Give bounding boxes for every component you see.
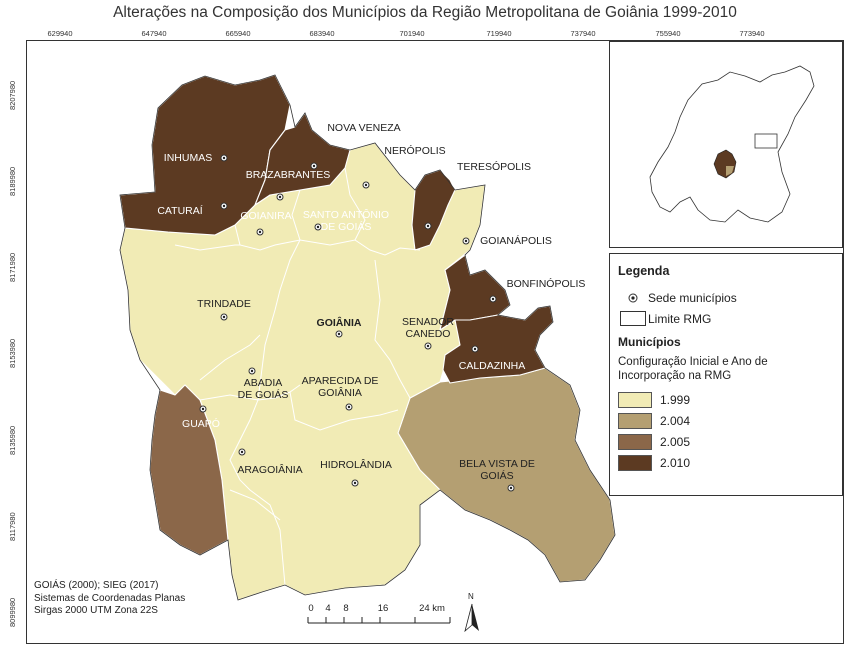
seat-bonfinopolis-marker xyxy=(489,295,497,303)
label-senador-canedo: SENADOR CANEDO xyxy=(402,316,454,340)
seat-neropolis-marker xyxy=(362,181,370,189)
seat-aparecida-marker xyxy=(345,403,353,411)
seat-santo-antonio-marker xyxy=(314,223,322,231)
label-abadia: ABADIA DE GOIÁS xyxy=(237,377,289,401)
scale-label-16: 16 xyxy=(377,603,389,614)
legend-label-1999: 1.999 xyxy=(660,392,691,407)
seat-trindade-marker xyxy=(220,313,228,321)
seat-guapo-marker xyxy=(199,405,207,413)
seat-caldazinha-marker xyxy=(471,345,479,353)
seat-aragoiania-marker xyxy=(238,448,246,456)
legend-item-2005: 2.005 xyxy=(618,431,834,452)
coord-top-4: 683940 xyxy=(309,29,335,38)
scale-label-4: 4 xyxy=(325,603,331,614)
scale-label-24: 24 km xyxy=(419,603,445,614)
label-caturai: CATURAÍ xyxy=(157,205,203,217)
legend-item-2010: 2.010 xyxy=(618,452,834,473)
swatch-2010 xyxy=(618,454,652,471)
coord-top-1: 629940 xyxy=(47,29,73,38)
label-aparecida: APARECIDA DE GOIÂNIA xyxy=(301,375,379,399)
coord-top-2: 647940 xyxy=(141,29,167,38)
label-inhumas: INHUMAS xyxy=(163,152,213,164)
scale-bar xyxy=(307,617,451,624)
legend-label-2010: 2.010 xyxy=(660,455,691,470)
north-arrow-icon xyxy=(464,603,479,633)
source-line-3: Sirgas 2000 UTM Zona 22S xyxy=(34,605,158,616)
seat-senador-canedo-marker xyxy=(424,342,432,350)
seat-brazabrantes-marker xyxy=(276,193,284,201)
inset-df-outline xyxy=(754,133,778,149)
label-teresopolis: TERESÓPOLIS xyxy=(456,161,532,173)
seat-teresopolis-marker xyxy=(424,222,432,230)
coord-top-8: 755940 xyxy=(655,29,681,38)
north-label: N xyxy=(468,592,474,601)
label-caldazinha: CALDAZINHA xyxy=(458,360,526,372)
seat-goiania-marker xyxy=(335,330,343,338)
coord-top-3: 665940 xyxy=(225,29,251,38)
label-goianapolis: GOIANÁPOLIS xyxy=(480,235,552,247)
label-brazabrantes: BRAZABRANTES xyxy=(245,169,331,181)
label-goianira: GOIANIRA xyxy=(240,210,292,222)
boundary-swatch-icon xyxy=(618,311,648,326)
scale-label-8: 8 xyxy=(343,603,349,614)
label-neropolis: NERÓPOLIS xyxy=(384,145,446,157)
legend-description: Configuração Inicial e Ano de Incorporaç… xyxy=(618,356,768,382)
label-nova-veneza: NOVA VENEZA xyxy=(327,122,401,134)
map-frame xyxy=(26,40,844,644)
label-hidrolandia: HIDROLÂNDIA xyxy=(320,459,392,471)
source-line-2: Sistemas de Coordenadas Planas xyxy=(34,592,186,604)
seat-bela-vista-marker xyxy=(507,484,515,492)
seat-goianapolis-marker xyxy=(462,237,470,245)
seat-caturai-marker xyxy=(220,202,228,210)
map-title: Alterações na Composição dos Municípios … xyxy=(113,4,737,21)
inset-locator-map xyxy=(609,41,843,248)
legend-boundary-row: Limite RMG xyxy=(618,308,834,329)
label-guapo: GUAPÓ xyxy=(182,418,220,430)
label-bonfinopolis: BONFINÓPOLIS xyxy=(506,278,586,290)
legend-item-2004: 2.004 xyxy=(618,410,834,431)
inset-state-map xyxy=(649,65,815,223)
coord-top-5: 701940 xyxy=(399,29,425,38)
source-note: GOIÁS (2000); SIEG (2017) Sistemas de Co… xyxy=(34,580,185,618)
label-trindade: TRINDADE xyxy=(197,298,251,310)
seat-goianira-marker xyxy=(256,228,264,236)
seat-inhumas-marker xyxy=(220,154,228,162)
legend-boundary-label: Limite RMG xyxy=(648,311,712,326)
label-bela-vista: BELA VISTA DE GOIÁS xyxy=(459,458,535,482)
legend-panel: Legenda Sede municípios Limite RMG Munic… xyxy=(609,253,843,496)
coord-top-9: 773940 xyxy=(739,29,765,38)
legend-label-2005: 2.005 xyxy=(660,434,691,449)
seat-marker-icon xyxy=(618,292,648,304)
source-line-1: GOIÁS (2000); SIEG (2017) xyxy=(34,580,159,591)
label-aragoiania: ARAGOIÂNIA xyxy=(237,464,303,476)
seat-abadia-marker xyxy=(248,367,256,375)
seat-hidrolandia-marker xyxy=(351,479,359,487)
legend-item-1999: 1.999 xyxy=(618,389,834,410)
legend-title: Legenda xyxy=(618,264,670,278)
swatch-2004 xyxy=(618,412,652,429)
legend-municipios-title: Municípios xyxy=(618,335,681,349)
legend-label-2004: 2.004 xyxy=(660,413,691,428)
legend-seat-label: Sede municípios xyxy=(648,290,737,305)
seat-nova-veneza-marker xyxy=(310,162,318,170)
swatch-1999 xyxy=(618,391,652,408)
scale-label-0: 0 xyxy=(308,603,314,614)
coord-top-7: 737940 xyxy=(570,29,596,38)
label-santo-antonio: SANTO ANTÔNIO DE GOIÁS xyxy=(302,209,390,233)
coord-top-6: 719940 xyxy=(486,29,512,38)
label-goiania: GOIÂNIA xyxy=(316,317,362,329)
inset-state-outline xyxy=(649,65,815,223)
swatch-2005 xyxy=(618,433,652,450)
legend-seat-row: Sede municípios xyxy=(618,287,834,308)
